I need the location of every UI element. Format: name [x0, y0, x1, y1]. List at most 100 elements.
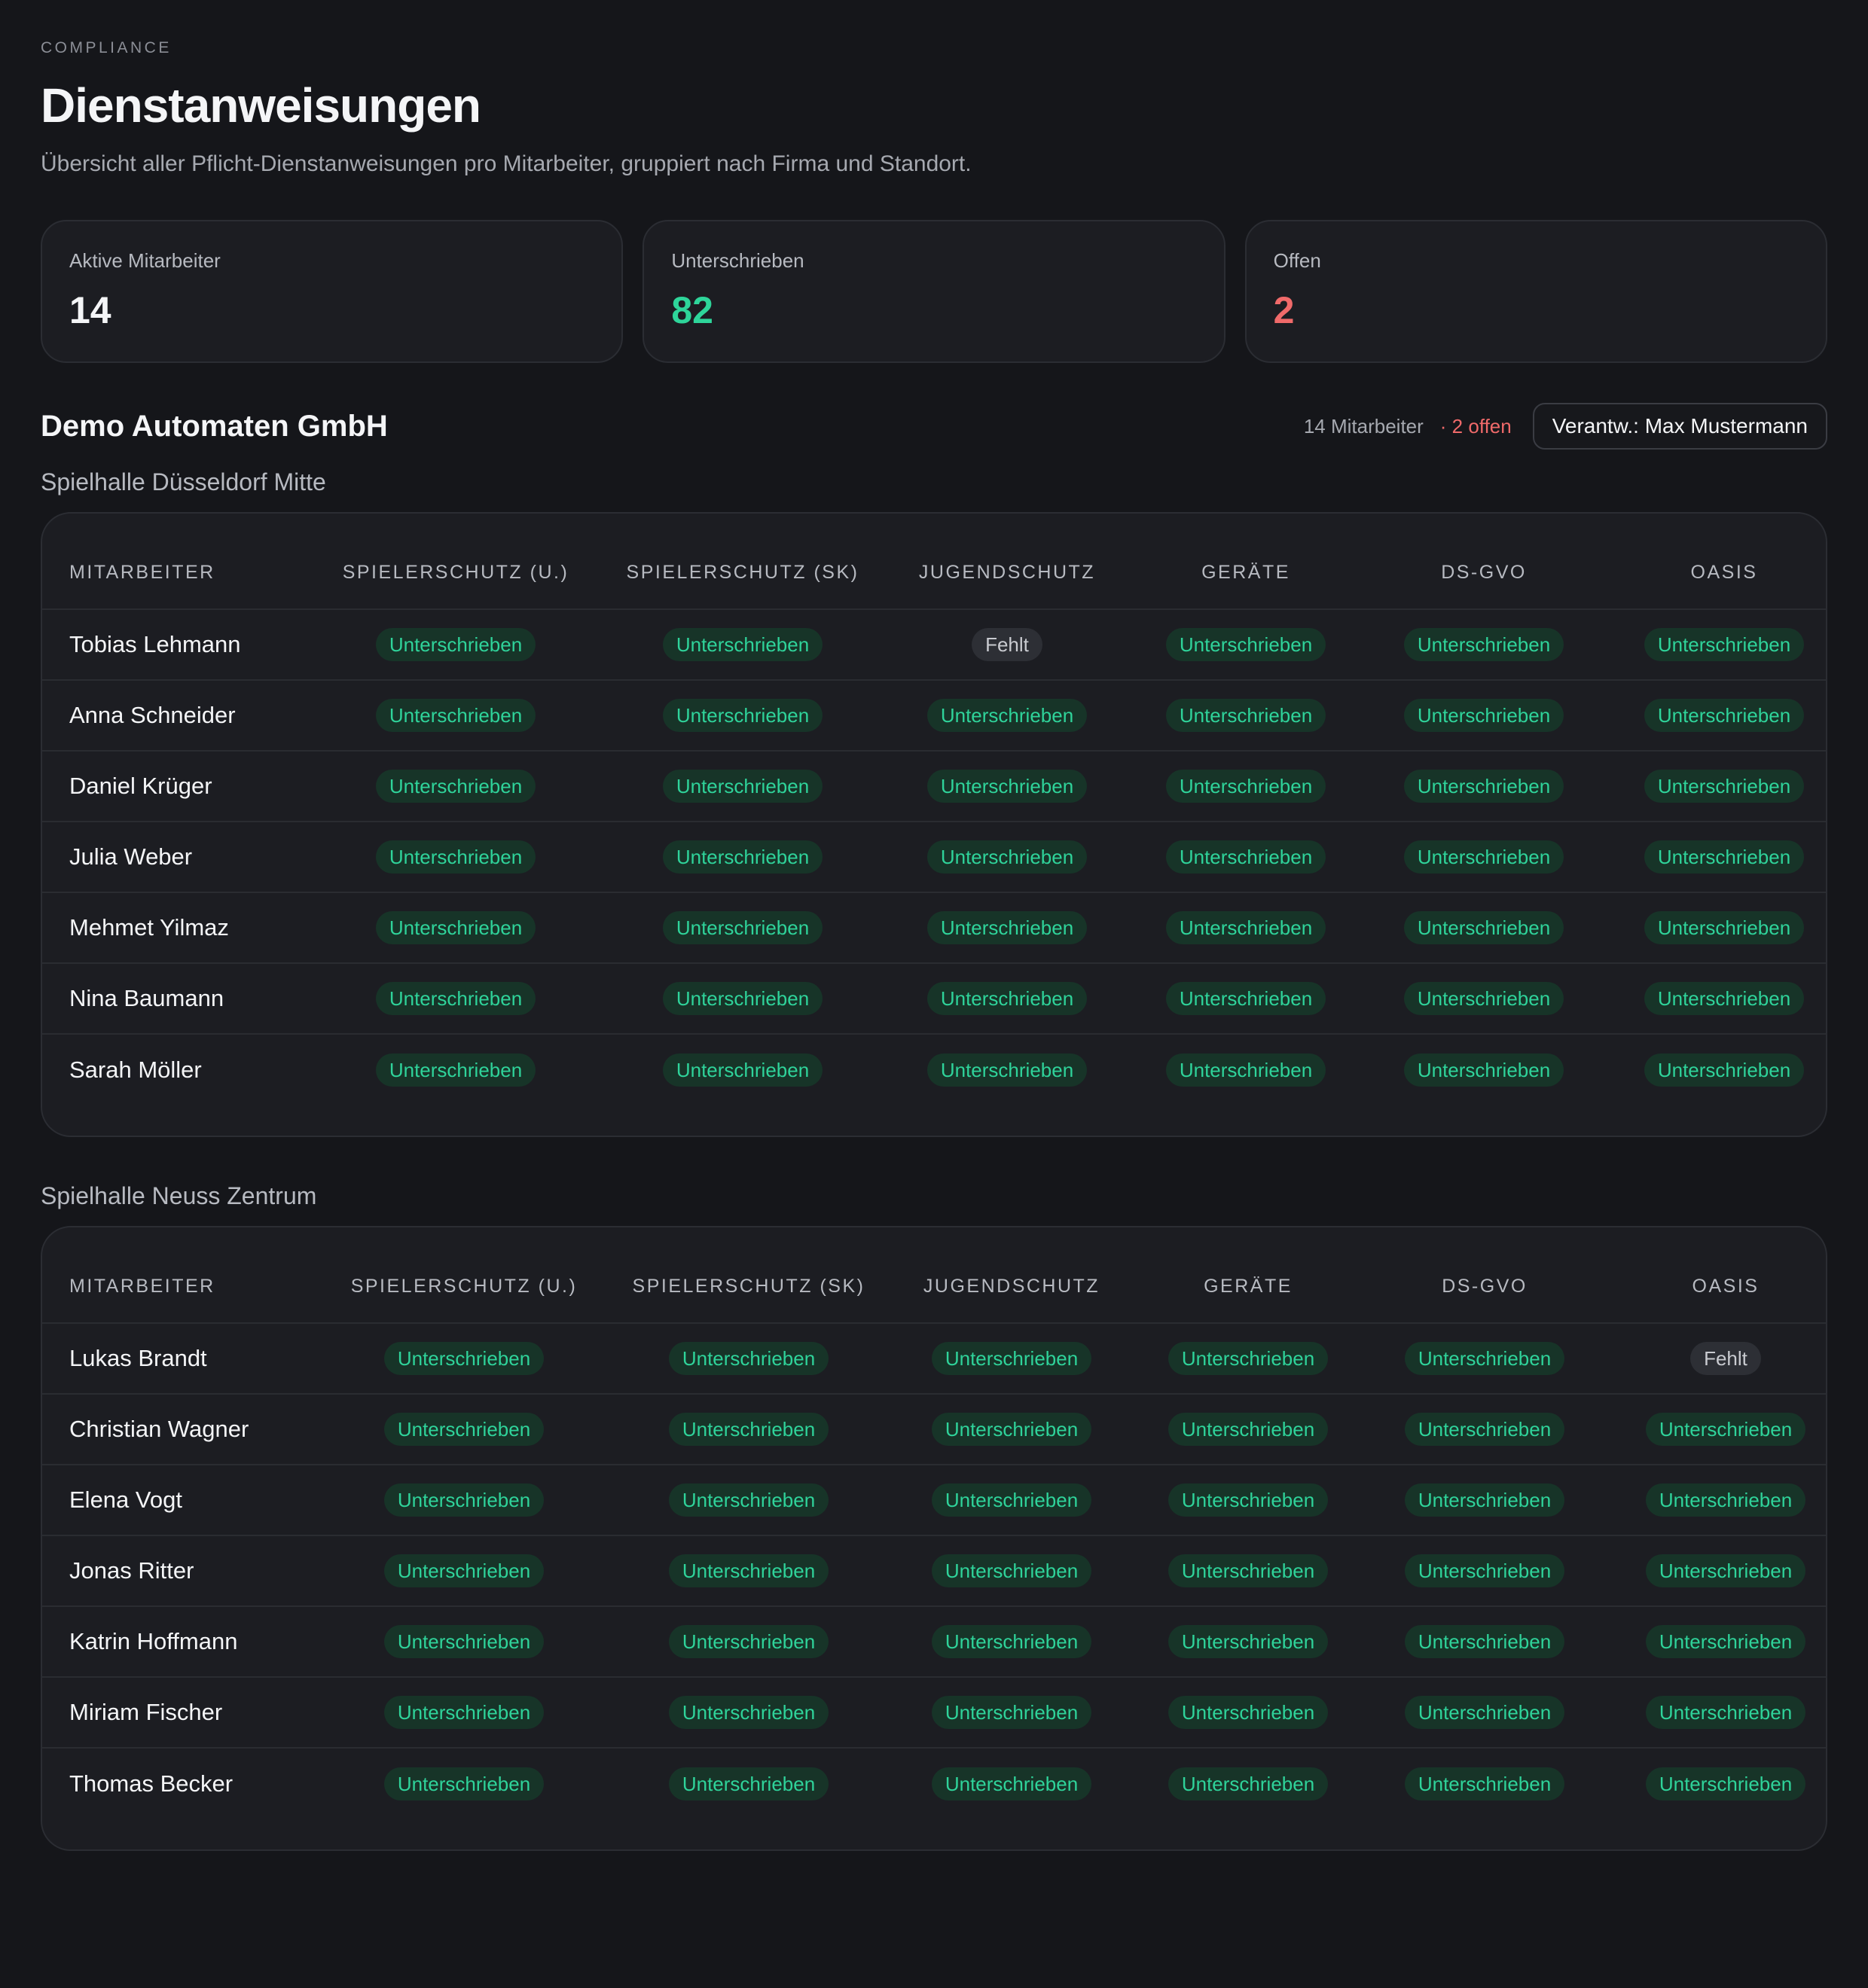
status-badge-signed[interactable]: Unterschrieben [375, 770, 536, 803]
status-badge-signed[interactable]: Unterschrieben [1168, 1483, 1329, 1517]
status-badge-signed[interactable]: Unterschrieben [1644, 770, 1805, 803]
table-row[interactable]: Julia Weber Unterschrieben Unterschrieben U… [42, 822, 1826, 893]
table-row[interactable]: Elena Vogt Unterschrieben Unterschrieben Un… [42, 1465, 1826, 1536]
status-badge-signed[interactable]: Unterschrieben [1404, 1342, 1565, 1375]
column-header[interactable]: MITARBEITER [69, 1275, 215, 1297]
status-badge-signed[interactable]: Unterschrieben [931, 1696, 1092, 1729]
column-header[interactable]: OASIS [1692, 1275, 1760, 1297]
status-badge-signed[interactable]: Unterschrieben [1644, 1053, 1805, 1087]
status-badge-signed[interactable]: Unterschrieben [383, 1625, 545, 1658]
status-badge-signed[interactable]: Unterschrieben [1645, 1767, 1806, 1800]
status-badge-signed[interactable]: Unterschrieben [926, 699, 1088, 732]
status-badge-signed[interactable]: Unterschrieben [1168, 1696, 1329, 1729]
column-header[interactable]: DS-GVO [1442, 1275, 1528, 1297]
column-header[interactable]: OASIS [1690, 561, 1758, 583]
status-badge-signed[interactable]: Unterschrieben [1165, 840, 1326, 874]
status-badge-signed[interactable]: Unterschrieben [931, 1554, 1092, 1587]
status-badge-signed[interactable]: Unterschrieben [926, 770, 1088, 803]
status-badge-signed[interactable]: Unterschrieben [383, 1483, 545, 1517]
status-badge-signed[interactable]: Unterschrieben [662, 699, 823, 732]
status-badge-signed[interactable]: Unterschrieben [662, 840, 823, 874]
status-badge-signed[interactable]: Unterschrieben [1403, 840, 1564, 874]
status-badge-signed[interactable]: Unterschrieben [662, 628, 823, 661]
status-badge-signed[interactable]: Unterschrieben [1165, 699, 1326, 732]
status-badge-signed[interactable]: Unterschrieben [1165, 911, 1326, 944]
column-header[interactable]: SPIELERSCHUTZ (SK) [626, 561, 859, 583]
column-header[interactable]: JUGENDSCHUTZ [918, 561, 1096, 583]
status-badge-signed[interactable]: Unterschrieben [375, 1053, 536, 1087]
table-row[interactable]: Miriam Fischer Unterschrieben Unterschrieb… [42, 1678, 1826, 1749]
status-badge-signed[interactable]: Unterschrieben [926, 982, 1088, 1015]
status-badge-signed[interactable]: Unterschrieben [1168, 1342, 1329, 1375]
status-badge-signed[interactable]: Unterschrieben [931, 1413, 1092, 1446]
status-badge-signed[interactable]: Unterschrieben [1404, 1696, 1565, 1729]
status-badge-signed[interactable]: Unterschrieben [1404, 1767, 1565, 1800]
status-badge-signed[interactable]: Unterschrieben [926, 1053, 1088, 1087]
column-header[interactable]: GERÄTE [1201, 561, 1290, 583]
status-badge-signed[interactable]: Unterschrieben [1168, 1413, 1329, 1446]
column-header[interactable]: DS-GVO [1441, 561, 1527, 583]
status-badge-signed[interactable]: Unterschrieben [668, 1342, 829, 1375]
status-badge-signed[interactable]: Unterschrieben [1165, 770, 1326, 803]
status-badge-signed[interactable]: Unterschrieben [1645, 1625, 1806, 1658]
status-badge-signed[interactable]: Unterschrieben [1645, 1696, 1806, 1729]
table-row[interactable]: Tobias Lehmann Unterschrieben Unterschrieb… [42, 610, 1826, 681]
status-badge-signed[interactable]: Unterschrieben [668, 1483, 829, 1517]
status-badge-signed[interactable]: Unterschrieben [1403, 982, 1564, 1015]
table-row[interactable]: Mehmet Yilmaz Unterschrieben Unterschriebe… [42, 893, 1826, 964]
table-row[interactable]: Sarah Möller Unterschrieben Unterschrieben… [42, 1035, 1826, 1105]
status-badge-signed[interactable]: Unterschrieben [931, 1483, 1092, 1517]
status-badge-signed[interactable]: Unterschrieben [668, 1413, 829, 1446]
status-badge-signed[interactable]: Unterschrieben [662, 1053, 823, 1087]
status-badge-signed[interactable]: Unterschrieben [662, 982, 823, 1015]
column-header[interactable]: GERÄTE [1204, 1275, 1293, 1297]
status-badge-signed[interactable]: Unterschrieben [931, 1625, 1092, 1658]
table-row[interactable]: Thomas Becker Unterschrieben Unterschriebe… [42, 1749, 1826, 1819]
status-badge-signed[interactable]: Unterschrieben [1403, 628, 1564, 661]
table-row[interactable]: Lukas Brandt Unterschrieben Unterschrieben… [42, 1324, 1826, 1395]
status-badge-signed[interactable]: Unterschrieben [1168, 1554, 1329, 1587]
status-badge-signed[interactable]: Unterschrieben [1644, 840, 1805, 874]
table-row[interactable]: Jonas Ritter Unterschrieben Unterschrieben… [42, 1536, 1826, 1607]
status-badge-signed[interactable]: Unterschrieben [931, 1342, 1092, 1375]
status-badge-signed[interactable]: Unterschrieben [662, 770, 823, 803]
status-badge-signed[interactable]: Unterschrieben [668, 1696, 829, 1729]
status-badge-signed[interactable]: Unterschrieben [1644, 699, 1805, 732]
status-badge-signed[interactable]: Unterschrieben [1404, 1483, 1565, 1517]
responsible-button[interactable]: Verantw.: Max Mustermann [1532, 403, 1827, 450]
status-badge-signed[interactable]: Unterschrieben [1645, 1554, 1806, 1587]
status-badge-signed[interactable]: Unterschrieben [1404, 1554, 1565, 1587]
status-badge-signed[interactable]: Unterschrieben [662, 911, 823, 944]
status-badge-signed[interactable]: Unterschrieben [1644, 628, 1805, 661]
table-row[interactable]: Daniel Krüger Unterschrieben Unterschriebe… [42, 752, 1826, 822]
status-badge-signed[interactable]: Unterschrieben [383, 1696, 545, 1729]
status-badge-signed[interactable]: Unterschrieben [375, 911, 536, 944]
table-row[interactable]: Nina Baumann Unterschrieben Unterschrieben… [42, 964, 1826, 1035]
table-row[interactable]: Anna Schneider Unterschrieben Unterschrieb… [42, 681, 1826, 752]
status-badge-signed[interactable]: Unterschrieben [375, 840, 536, 874]
status-badge-signed[interactable]: Unterschrieben [1165, 628, 1326, 661]
column-header[interactable]: SPIELERSCHUTZ (U.) [350, 1275, 578, 1297]
status-badge-signed[interactable]: Unterschrieben [668, 1625, 829, 1658]
status-badge-signed[interactable]: Unterschrieben [375, 982, 536, 1015]
status-badge-signed[interactable]: Unterschrieben [668, 1554, 829, 1587]
status-badge-missing[interactable]: Fehlt [972, 628, 1042, 661]
column-header[interactable]: SPIELERSCHUTZ (U.) [342, 561, 569, 583]
status-badge-signed[interactable]: Unterschrieben [375, 628, 536, 661]
status-badge-signed[interactable]: Unterschrieben [931, 1767, 1092, 1800]
status-badge-signed[interactable]: Unterschrieben [383, 1767, 545, 1800]
status-badge-signed[interactable]: Unterschrieben [1404, 1413, 1565, 1446]
table-row[interactable]: Christian Wagner Unterschrieben Unterschri… [42, 1395, 1826, 1465]
status-badge-signed[interactable]: Unterschrieben [1165, 982, 1326, 1015]
status-badge-signed[interactable]: Unterschrieben [1645, 1413, 1806, 1446]
status-badge-signed[interactable]: Unterschrieben [1168, 1767, 1329, 1800]
status-badge-signed[interactable]: Unterschrieben [383, 1413, 545, 1446]
status-badge-signed[interactable]: Unterschrieben [1644, 982, 1805, 1015]
status-badge-signed[interactable]: Unterschrieben [1403, 1053, 1564, 1087]
table-row[interactable]: Katrin Hoffmann Unterschrieben Unterschrie… [42, 1607, 1826, 1678]
column-header[interactable]: JUGENDSCHUTZ [923, 1275, 1100, 1297]
status-badge-signed[interactable]: Unterschrieben [1404, 1625, 1565, 1658]
status-badge-signed[interactable]: Unterschrieben [1403, 770, 1564, 803]
status-badge-signed[interactable]: Unterschrieben [1403, 911, 1564, 944]
status-badge-signed[interactable]: Unterschrieben [926, 911, 1088, 944]
